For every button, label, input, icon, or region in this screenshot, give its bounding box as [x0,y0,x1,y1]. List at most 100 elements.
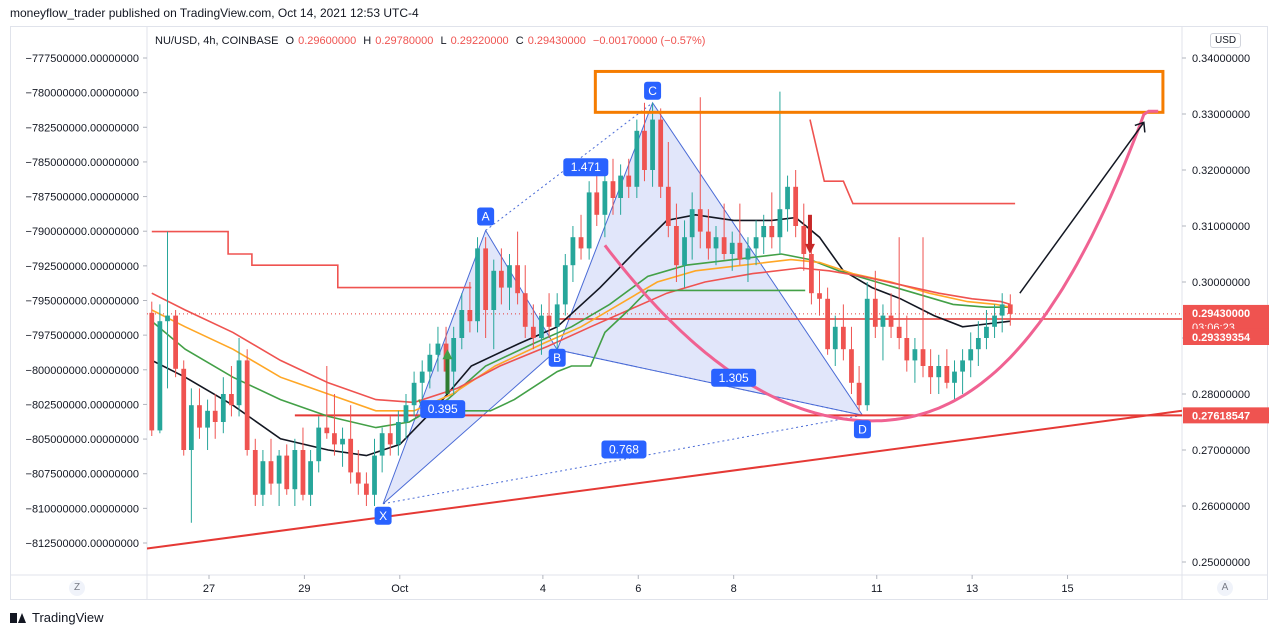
candle-body [999,304,1005,316]
bullish-candle [785,175,790,232]
bullish-candle [713,226,719,266]
pattern-point-x-text: X [379,509,387,523]
bullish-candle [952,360,957,400]
bullish-candle [491,259,497,350]
annotations: X A B C D 1.471 0.395 1.305 0.768 [374,69,1165,525]
bearish-candle [721,203,727,260]
bullish-candle [562,254,568,316]
candle-body [944,366,950,383]
candle-body [173,315,179,369]
pattern-point-c: C [644,81,662,100]
candle-body [840,326,846,350]
candle-body [975,338,981,350]
bullish-candle [912,338,918,383]
candle-body [165,315,170,322]
candle-body [459,310,465,338]
bearish-candle [197,388,202,439]
bullish-candle [459,293,465,350]
candle-body [570,237,576,266]
bullish-candle [220,377,226,434]
candle-body [530,326,536,338]
bearish-candle [817,270,822,316]
pattern-point-b-bg [548,348,566,367]
candle-body [960,360,965,372]
candle-body [483,248,489,310]
bearish-candle [888,293,894,338]
candle-body [825,298,831,350]
bearish-candle [467,282,473,333]
bullish-candle [403,394,409,439]
candle-body [236,360,242,406]
bearish-candle [364,472,369,506]
pattern-point-a-bg [477,207,495,226]
bearish-candle [626,158,632,198]
candle-body [395,422,401,445]
cup-arc [603,109,1159,423]
bullish-candle [427,343,433,389]
bullish-candle [395,410,401,456]
close-value: 0.29430000 [527,35,586,47]
step-line [809,119,1016,205]
left-axis-tick-label: −805000000.00000000 [26,434,139,446]
pattern-point-d: D [853,420,871,439]
right-axis-tick-label: 0.25000000 [1192,557,1250,569]
bearish-candle [928,349,934,394]
currency-button[interactable]: USD [1210,33,1242,48]
time-axis-tick-label: 11 [871,583,882,595]
candle-body [912,349,918,361]
bullish-candle [682,220,687,288]
pattern-point-x-bg [374,506,392,525]
candle-body [849,349,854,383]
zoom-corner-button[interactable]: Z [69,580,85,596]
left-axis-tick-label: −800000000.00000000 [26,365,139,377]
bearish-candle [904,315,910,372]
green-arrow-head [442,349,453,360]
candle-body [753,237,759,249]
bearish-candle [642,102,647,182]
support-trendline [147,409,1182,550]
bullish-candle [864,282,870,411]
candle-body [992,315,997,327]
bullish-candle [602,170,608,238]
ratio-label-text: 1.305 [719,371,749,385]
time-axis-tick-label: 6 [635,583,641,595]
candle-body [205,410,210,428]
ratio-label-bg [420,400,466,419]
bearish-candle [522,265,528,338]
candle-body [244,360,250,450]
auto-scale-button[interactable]: A [1217,580,1233,596]
candle-body [689,209,695,238]
bearish-candle [896,237,902,350]
left-axis-tick-label: −777500000.00000000 [26,53,139,65]
bearish-candle [665,142,671,238]
bullish-candle [316,416,322,473]
footer-brand: TradingView [10,610,104,625]
candle-body [188,405,194,450]
bullish-candle [554,293,560,350]
bullish-candle [419,360,425,406]
step-line [151,230,472,289]
candle-body [515,265,520,294]
candle-body [737,242,743,260]
left-axis-tick-label: −802500000.00000000 [26,399,139,411]
bullish-candle [308,450,313,506]
candle-body [594,192,600,215]
pattern-point-d-text: D [858,422,867,436]
bullish-candle [618,164,624,215]
candle-body [507,265,512,288]
symbol-pair: NU/USD, 4h, COINBASE [155,35,279,47]
candle-body [554,304,560,327]
bearish-candle [849,326,854,394]
bullish-candle [236,338,242,417]
bullish-candle [960,349,965,394]
tradingview-logo-icon [10,612,26,624]
candle-body [761,226,767,238]
price-badge-value: 0.27618547 [1192,410,1250,422]
candle-body [801,226,807,254]
bearish-candle [856,366,862,411]
candle-body [292,450,298,490]
candle-body [372,455,377,495]
time-axis-tick-label: 13 [966,583,978,595]
